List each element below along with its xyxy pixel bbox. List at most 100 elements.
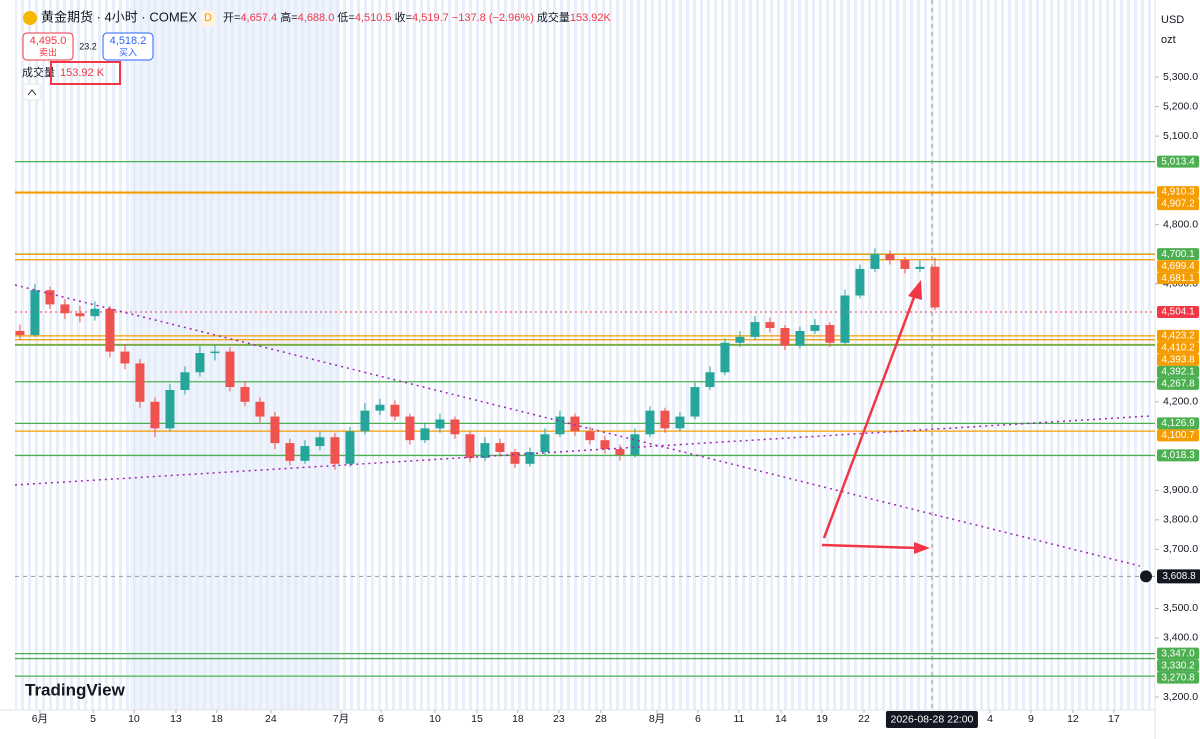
price-label-bg [1157,449,1199,462]
candle-body [585,431,595,441]
candle-body [900,260,910,269]
symbol-icon [23,11,37,25]
price-label-bg [1157,353,1199,366]
price-label: 3,330.2 [1161,660,1195,671]
symbol-title[interactable]: 黄金期货 · 4小时 · COMEX [41,9,197,24]
candle-body [870,254,880,269]
price-label-bg [1157,329,1199,342]
candle-body [660,410,670,429]
price-label: 4,681.1 [1161,273,1195,284]
x-tick-label: 18 [211,713,223,725]
candle-body [915,266,925,269]
collapse-button[interactable] [22,83,42,101]
x-tick-label: 10 [128,713,140,725]
add-alert-button[interactable] [1140,570,1152,583]
currency[interactable]: USD [1161,14,1184,26]
collapse-icon [27,89,37,96]
price-label: 3,347.0 [1161,648,1195,659]
candle-body [45,290,55,305]
price-label-bg [1157,198,1199,211]
x-tick-label: 13 [170,713,182,725]
x-tick-label: 15 [471,713,483,725]
candle-body [225,351,235,388]
price-label-bg [1157,306,1199,319]
candle-body [930,266,940,308]
axes: 5,300.05,200.05,100.04,800.04,600.04,200… [32,71,1200,728]
candle-body [690,387,700,417]
price-label-bg [1157,272,1199,285]
brand: TradingView [25,680,126,699]
unit[interactable]: ozt [1161,34,1176,46]
candle-body [90,308,100,317]
y-tick-label: 3,700.0 [1163,543,1198,555]
x-tick-label: 8月 [649,713,665,725]
candle-body [675,416,685,429]
price-label-bg [1157,155,1199,168]
crosshair-y-label-bg [1157,569,1200,584]
sell-label: 卖出 [39,46,57,57]
badge-bg [201,10,215,26]
candle-body [330,437,340,464]
candle-body [30,290,40,336]
volume-value: 153.92K [570,12,612,24]
candle-body [810,325,820,331]
price-label-bg [1157,417,1199,430]
candle-body [195,353,205,373]
candle-body [15,330,25,336]
arrow-head [914,542,930,554]
x-tick-label: 6 [695,713,701,725]
price-label-bg [1157,659,1199,672]
plot [15,0,1155,710]
y-tick-label: 4,200.0 [1163,396,1198,408]
x-tick-label: 23 [553,713,565,725]
sell-button[interactable]: 4,495.0 卖出 [22,32,74,61]
candle-body [135,363,145,402]
buy-button[interactable]: 4,518.2 买入 [102,32,154,61]
candle-body [105,308,115,352]
candle-body [645,410,655,435]
sell-price: 4,495.0 [30,35,67,47]
x-tick-label: 6月 [32,713,48,725]
candle-body [600,440,610,450]
candle-body [210,351,220,354]
price-label-bg [1157,260,1199,273]
spread: 23.2 [79,41,97,51]
price-label: 4,410.2 [1161,343,1195,354]
x-tick-label: 18 [512,713,524,725]
arrow-head [908,280,922,300]
price-label: 4,392.1 [1161,367,1195,378]
y-tick-label: 3,500.0 [1163,602,1198,614]
y-tick-label: 3,800.0 [1163,514,1198,526]
left-toolbar[interactable] [0,0,12,739]
buy-label: 买入 [119,47,137,57]
price-label: 4,700.1 [1161,249,1195,260]
candle-body [480,443,490,458]
price-label-bg [1157,186,1199,199]
candle-body [570,416,580,432]
price-label: 4,126.9 [1161,418,1195,429]
ohlc-label: 开 [223,12,234,24]
candle-body [855,268,865,296]
candle-body [780,327,790,346]
arrow[interactable] [821,280,930,554]
x-tick-label: 9 [1028,713,1034,725]
x-tick-label: 10 [429,713,441,725]
x-tick-label: 14 [775,713,787,725]
price-label: 3,270.8 [1161,672,1195,683]
candle-body [750,322,760,337]
x-tick-label: 4 [987,713,993,725]
x-tick-label: 12 [1067,713,1079,725]
price-label: 4,699.4 [1161,261,1195,272]
candle-body [405,416,415,441]
candle-body [240,387,250,402]
ohlc-legend: 开=4,657.4 高=4,688.0 低=4,510.5 收=4,519.7 … [223,10,611,24]
ohlc-value: 4,510.5 [355,12,392,24]
arrow-shaft [822,291,918,539]
candle-body [165,389,175,429]
trendline[interactable] [14,284,1141,567]
candle-body [435,419,445,429]
highlight-box [50,61,121,85]
candle-body [180,372,190,390]
candle-body [840,295,850,343]
